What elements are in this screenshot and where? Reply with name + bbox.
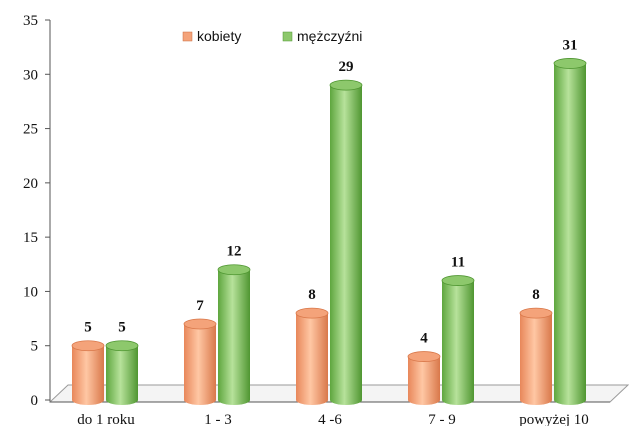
x-tick-label: 4 -6: [318, 412, 342, 426]
bar-body: [296, 313, 328, 405]
bar-top: [183, 318, 217, 330]
bar-kobiety: 7: [183, 298, 217, 405]
x-tick-label: 7 - 9: [428, 412, 456, 426]
legend-swatch: [182, 31, 193, 42]
data-label: 8: [532, 287, 540, 303]
data-label: 12: [227, 244, 242, 260]
bar-top: [329, 79, 363, 91]
bar-mężczyźni: 5: [105, 320, 139, 405]
bar-kobiety: 8: [295, 287, 329, 405]
y-tick-label: 5: [31, 339, 39, 355]
bar-body: [408, 356, 440, 405]
bar-mężczyźni: 12: [217, 244, 251, 405]
bar-body: [184, 324, 216, 405]
bar-body: [520, 313, 552, 405]
data-label: 8: [308, 287, 316, 303]
y-ticks: 0 5 10 15 20 25 30 35: [23, 13, 50, 409]
y-tick-label: 0: [31, 393, 39, 409]
bar-top: [71, 340, 105, 352]
y-tick-label: 35: [23, 13, 38, 29]
bar-body: [330, 85, 362, 406]
data-label: 5: [84, 320, 92, 336]
data-label: 4: [420, 331, 428, 347]
y-tick-label: 10: [23, 284, 38, 300]
bar-kobiety: 5: [71, 320, 105, 405]
y-tick-label: 25: [23, 122, 38, 138]
bar-body: [72, 345, 104, 405]
bar-mężczyźni: 31: [553, 37, 587, 406]
bar-top: [105, 340, 139, 352]
legend-label: kobiety: [197, 28, 241, 44]
bar-kobiety: 4: [407, 331, 441, 405]
legend-swatch: [282, 31, 293, 42]
bars: 5 5 7 12 8 29 4 11 8 31: [71, 37, 587, 406]
bar-body: [106, 345, 138, 405]
y-tick-label: 15: [23, 230, 38, 246]
data-label: 31: [563, 37, 578, 53]
legend: kobiety mężczyźni: [182, 28, 362, 44]
data-label: 5: [118, 320, 126, 336]
data-label: 7: [196, 298, 204, 314]
bar-top: [519, 307, 553, 319]
bar-mężczyźni: 29: [329, 59, 363, 406]
bar-kobiety: 8: [519, 287, 553, 405]
x-tick-label: do 1 roku: [77, 412, 135, 426]
bar-body: [554, 63, 586, 406]
y-tick-label: 20: [23, 176, 38, 192]
bar-top: [553, 58, 587, 69]
y-tick-label: 30: [23, 67, 38, 83]
data-label: 29: [339, 59, 354, 75]
bar-body: [442, 280, 474, 405]
bar-top: [407, 351, 441, 362]
bar-top: [441, 275, 475, 286]
x-tick-label: powyżej 10: [519, 412, 589, 426]
bar-top: [217, 264, 251, 276]
bar-top: [295, 307, 329, 319]
x-tick-label: 1 - 3: [204, 412, 232, 426]
bar-mężczyźni: 11: [441, 255, 475, 405]
legend-label: mężczyźni: [297, 28, 362, 44]
category-labels: do 1 roku 1 - 3 4 -6 7 - 9 powyżej 10: [77, 412, 589, 426]
bar-body: [218, 269, 250, 405]
data-label: 11: [451, 255, 465, 271]
